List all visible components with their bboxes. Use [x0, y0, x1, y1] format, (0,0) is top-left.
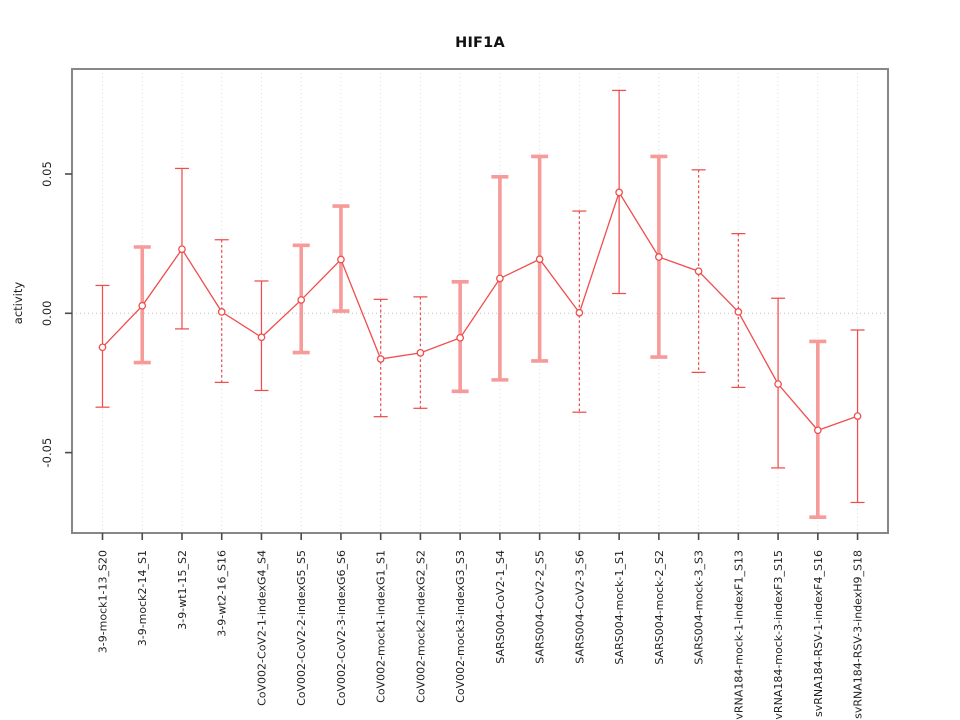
data-point-marker	[297, 296, 306, 304]
y-tick-label: -0.05	[40, 438, 54, 468]
x-tick-label: svRNA184-mock-1-indexF1_S13	[732, 550, 745, 720]
data-point-marker	[655, 253, 663, 261]
x-tick-label: CoV002-mock2-indexG2_S2	[414, 550, 427, 703]
x-tick-label: SARS004-CoV2-2_S5	[534, 550, 547, 664]
x-tick-label: SARS004-mock-3_S3	[693, 550, 706, 665]
x-tick-label: svRNA184-RSV-1-indexF4_S16	[812, 550, 825, 717]
data-point-marker	[615, 188, 623, 197]
data-point-marker	[98, 343, 107, 352]
data-point-marker	[734, 308, 743, 316]
x-tick-label: CoV002-CoV2-2-indexG5_S5	[295, 550, 308, 706]
data-point-marker	[813, 426, 822, 435]
data-point-marker	[853, 412, 862, 420]
data-point-marker	[257, 333, 266, 342]
x-tick-label: SARS004-mock-2_S2	[653, 550, 666, 665]
x-tick-label: 3-9-wt1-15_S2	[176, 550, 189, 630]
x-tick-label: SARS004-CoV2-3_S6	[573, 550, 586, 664]
x-tick-label: SARS004-CoV2-1_S4	[494, 550, 507, 664]
x-tick-label: 3-9-wt2-16_S16	[216, 550, 229, 637]
x-tick-label: CoV002-CoV2-1-indexG4_S4	[255, 550, 268, 706]
data-point-marker	[694, 267, 703, 276]
x-tick-label: SARS004-mock-1_S1	[613, 550, 626, 665]
x-tick-label: CoV002-CoV2-3-indexG6_S6	[335, 550, 348, 706]
x-tick-label: CoV002-mock1-indexG1_S1	[375, 550, 388, 703]
y-axis-title: activity	[11, 282, 25, 325]
series-line	[102, 190, 858, 432]
x-tick-label: CoV002-mock3-indexG3_S3	[454, 550, 467, 703]
y-tick-label: 0.00	[40, 300, 54, 326]
x-tick-label: 3-9-mock1-13_S20	[97, 550, 110, 653]
data-point-marker	[178, 245, 186, 254]
data-point-marker	[337, 255, 345, 264]
data-point-marker	[496, 274, 504, 283]
data-point-marker	[217, 308, 226, 316]
x-tick-label: svRNA184-RSV-3-indexH9_S18	[852, 550, 865, 719]
data-point-marker	[774, 380, 782, 388]
plot-border	[71, 68, 889, 534]
data-point-marker	[376, 355, 385, 363]
x-tick-label: 3-9-mock2-14_S1	[136, 550, 149, 646]
data-point-marker	[575, 308, 584, 317]
data-point-marker	[138, 301, 147, 310]
data-point-marker	[535, 255, 544, 264]
data-point-marker	[456, 333, 465, 342]
data-point-marker	[416, 349, 425, 357]
chart-title: HIF1A	[455, 35, 505, 51]
y-tick-label: 0.05	[40, 161, 54, 187]
x-tick-label: svRNA184-mock-3-indexF3_S15	[772, 550, 785, 720]
